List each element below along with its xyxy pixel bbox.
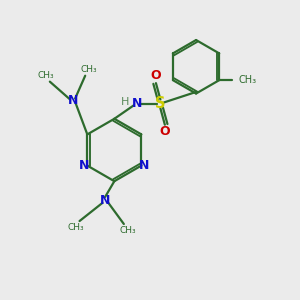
Text: S: S: [155, 96, 166, 111]
Text: H: H: [121, 97, 130, 107]
Text: N: N: [68, 94, 78, 107]
Text: O: O: [160, 125, 170, 138]
Text: N: N: [139, 159, 149, 172]
Text: CH₃: CH₃: [68, 223, 84, 232]
Text: CH₃: CH₃: [81, 65, 98, 74]
Text: N: N: [100, 194, 111, 207]
Text: N: N: [131, 98, 142, 110]
Text: CH₃: CH₃: [119, 226, 136, 235]
Text: O: O: [151, 70, 161, 83]
Text: CH₃: CH₃: [238, 75, 256, 85]
Text: N: N: [79, 159, 89, 172]
Text: CH₃: CH₃: [38, 71, 54, 80]
